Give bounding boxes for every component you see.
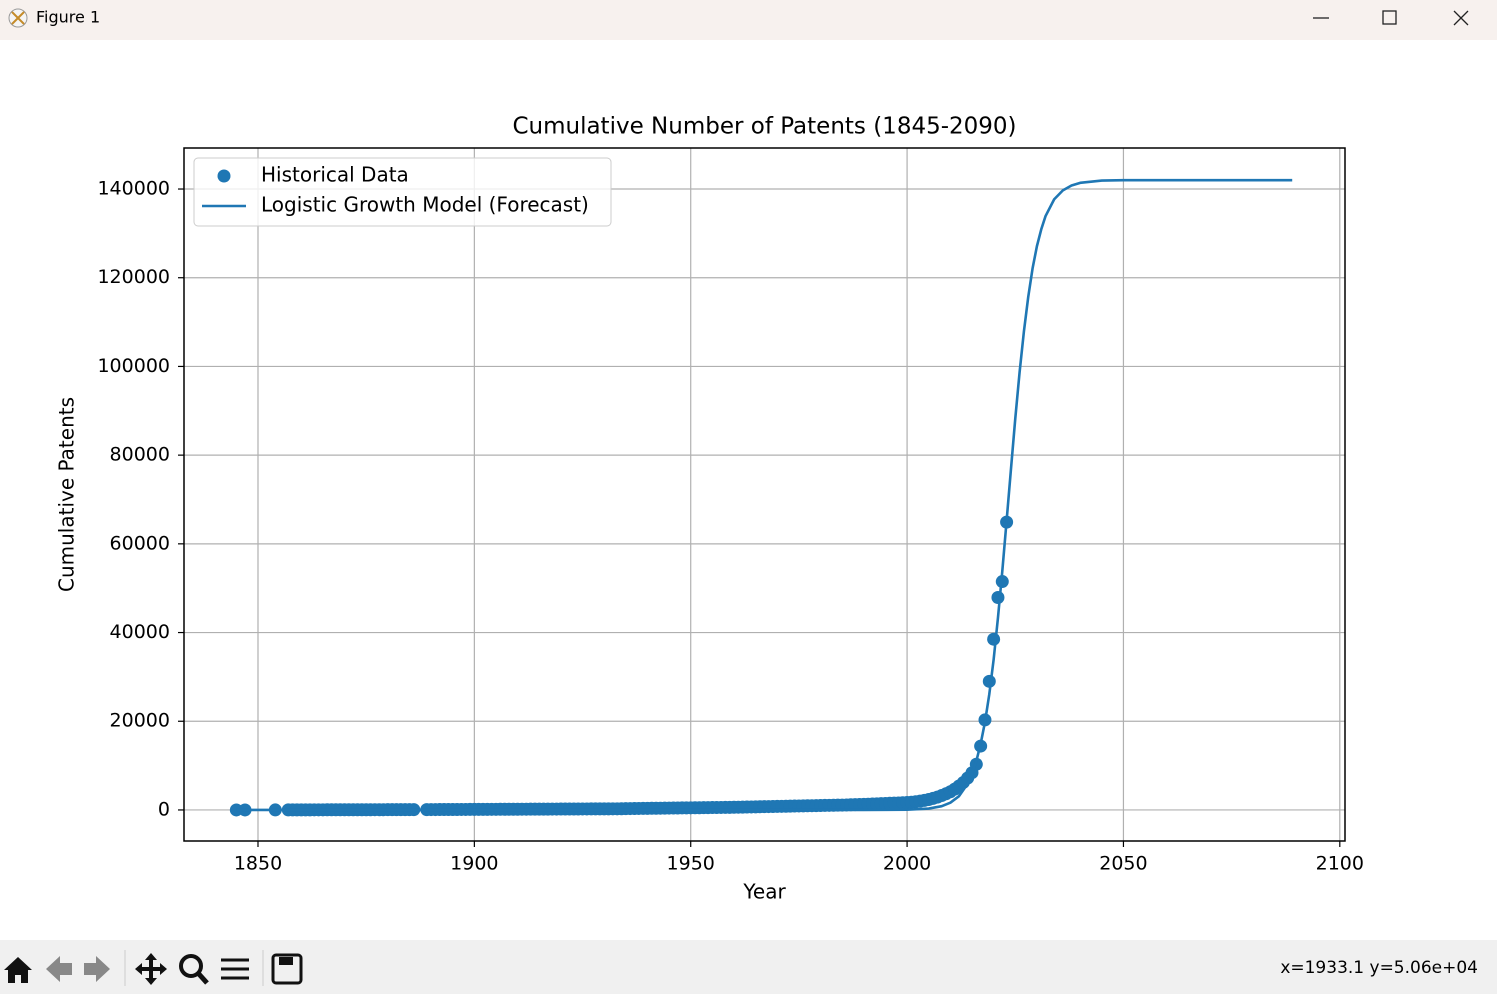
toolbar-icons <box>4 953 303 985</box>
y-tick-label: 140000 <box>97 178 170 200</box>
title-bar <box>0 0 1497 40</box>
legend-label: Logistic Growth Model (Forecast) <box>261 193 589 217</box>
maximize-button[interactable] <box>1382 10 1397 25</box>
y-axis-label: Cumulative Patents <box>55 397 79 592</box>
legend-box <box>193 157 612 227</box>
y-tick-label: 40000 <box>110 621 170 643</box>
save-button[interactable] <box>271 953 303 985</box>
app-icon-mark <box>11 11 25 25</box>
pan-button[interactable] <box>135 953 167 985</box>
y-tick-label: 20000 <box>110 710 170 732</box>
x-axis-label: Year <box>742 880 786 904</box>
configure-button[interactable] <box>221 958 249 980</box>
close-button[interactable] <box>1453 10 1469 26</box>
y-tick-label: 60000 <box>110 532 170 554</box>
x-tick-label: 1950 <box>667 853 715 875</box>
legend-label: Historical Data <box>261 163 409 187</box>
zoom-button[interactable] <box>179 954 209 985</box>
x-tick-label: 2100 <box>1316 853 1364 875</box>
legend: Historical Data Logistic Growth Model (Fo… <box>193 157 612 227</box>
x-tick-label: 1850 <box>234 853 282 875</box>
chart-title: Cumulative Number of Patents (1845-2090) <box>512 114 1016 140</box>
y-tick-label: 100000 <box>97 355 170 377</box>
forward-button[interactable] <box>84 956 110 982</box>
data-point <box>987 632 1001 646</box>
plot: 1850 1900 1950 2000 2050 2100 0 20000 40000 60000… <box>55 114 1364 904</box>
window-title: Figure 1 <box>36 8 100 27</box>
x-tick-label: 2000 <box>883 853 931 875</box>
back-button[interactable] <box>46 956 72 982</box>
status-text: x=1933.1 y=5.06e+04 <box>1280 958 1478 978</box>
y-tick-label: 0 <box>158 798 170 820</box>
y-tick-label: 80000 <box>110 444 170 466</box>
toolbar <box>0 940 1497 994</box>
forecast-line <box>236 178 1293 812</box>
y-tick-label: 120000 <box>97 266 170 288</box>
data-point <box>991 591 1005 605</box>
axes-frame <box>183 147 1346 842</box>
x-tick-label: 1900 <box>450 853 498 875</box>
home-button[interactable] <box>4 957 32 983</box>
x-tick-label: 2050 <box>1099 853 1147 875</box>
legend-marker <box>217 169 231 183</box>
